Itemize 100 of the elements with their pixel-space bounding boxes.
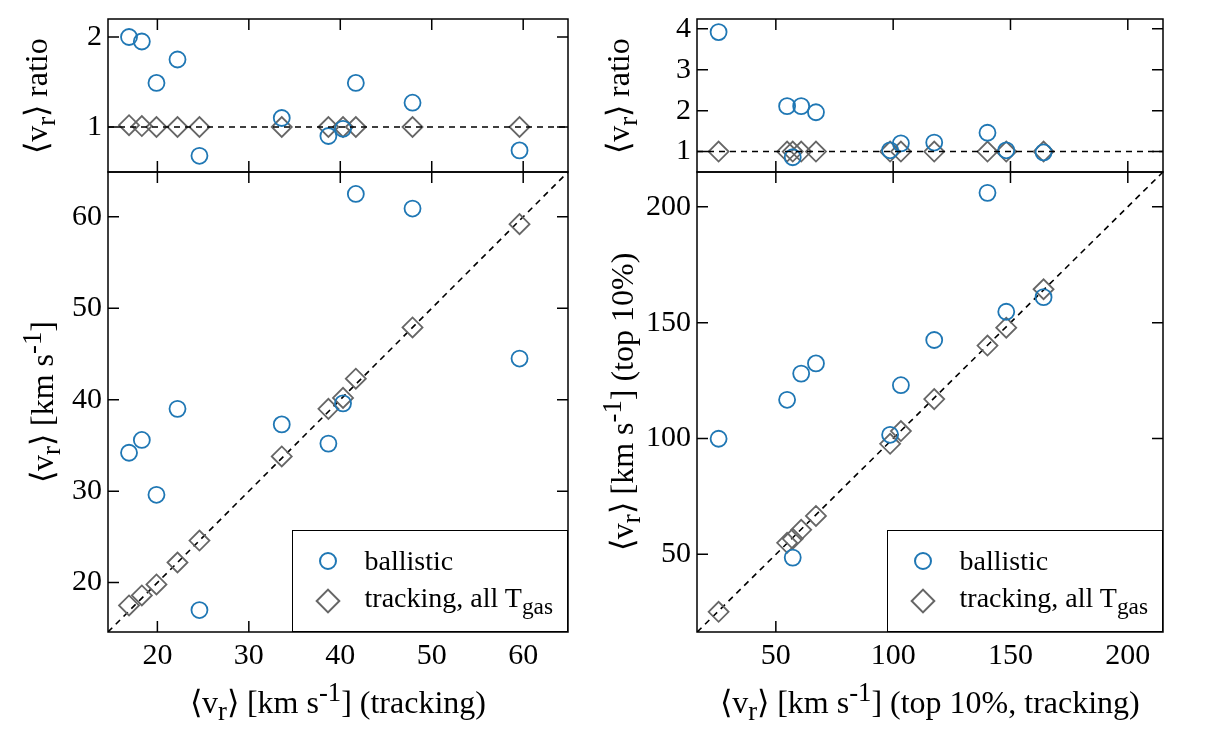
y-tick-label: 40 bbox=[72, 380, 102, 414]
y-tick-label: 20 bbox=[72, 563, 102, 597]
point bbox=[120, 443, 138, 462]
point bbox=[270, 116, 293, 138]
x-tick-label: 100 bbox=[870, 636, 916, 670]
point bbox=[776, 140, 798, 163]
point bbox=[403, 93, 422, 112]
point bbox=[401, 316, 424, 339]
x-tick-label: 200 bbox=[1105, 636, 1151, 670]
point bbox=[120, 28, 138, 46]
y-tick-label: 3 bbox=[676, 50, 691, 84]
point bbox=[807, 354, 825, 373]
y-tick-label: 1 bbox=[676, 132, 691, 166]
point bbox=[805, 140, 827, 163]
y-tick-label: 150 bbox=[646, 303, 691, 337]
point bbox=[168, 50, 187, 69]
point bbox=[346, 185, 365, 203]
point bbox=[976, 140, 999, 163]
y-tick-label: 50 bbox=[72, 289, 102, 323]
point bbox=[781, 527, 804, 550]
point bbox=[778, 390, 796, 409]
point bbox=[890, 420, 912, 442]
point bbox=[272, 415, 291, 434]
point bbox=[892, 376, 910, 395]
x-tick-label: 150 bbox=[987, 636, 1033, 670]
point bbox=[332, 386, 354, 409]
point bbox=[508, 116, 531, 138]
point bbox=[319, 434, 338, 453]
point bbox=[401, 116, 424, 138]
point bbox=[978, 183, 997, 202]
point bbox=[147, 485, 166, 504]
y-tick-label: 60 bbox=[72, 197, 102, 231]
y-tick-label: 200 bbox=[646, 187, 691, 221]
point bbox=[783, 548, 802, 567]
point bbox=[778, 97, 796, 116]
point bbox=[925, 331, 944, 349]
point bbox=[879, 432, 902, 455]
y-tick-label: 1 bbox=[87, 107, 102, 141]
x-tick-label: 20 bbox=[142, 636, 173, 670]
x-axis-title: ⟨v$_{r}$⟩ [km s$^{-1}$] (top 10%, tracking) bbox=[720, 677, 1140, 727]
point bbox=[145, 116, 168, 138]
point bbox=[130, 115, 153, 137]
point bbox=[508, 213, 531, 236]
point bbox=[790, 140, 813, 163]
point bbox=[403, 199, 422, 218]
x-tick-label: 60 bbox=[508, 636, 539, 670]
y-tick-label: 30 bbox=[72, 472, 102, 506]
point bbox=[344, 116, 367, 138]
point bbox=[881, 425, 900, 444]
y-tick-label: 100 bbox=[646, 419, 691, 453]
point bbox=[510, 349, 529, 368]
point bbox=[776, 531, 798, 554]
x-tick-label: 30 bbox=[233, 636, 264, 670]
legend-label: ballistic bbox=[959, 544, 1049, 579]
point bbox=[510, 141, 529, 160]
y-tick-label: 4 bbox=[676, 9, 691, 43]
point bbox=[132, 32, 151, 51]
point bbox=[317, 397, 340, 420]
point bbox=[166, 116, 189, 138]
x-tick-label: 50 bbox=[416, 636, 447, 670]
point bbox=[923, 140, 946, 163]
point bbox=[188, 116, 211, 138]
point bbox=[790, 518, 813, 541]
x-axis-title: ⟨v$_{r}$⟩ [km s$^{-1}$] (tracking) bbox=[190, 677, 486, 727]
point bbox=[132, 431, 151, 449]
legend-label: tracking, all T$_{gas}$ bbox=[364, 581, 553, 621]
point bbox=[805, 505, 827, 527]
point bbox=[190, 146, 209, 165]
point bbox=[145, 573, 168, 596]
legend-label: tracking, all T$_{gas}$ bbox=[959, 581, 1148, 621]
point bbox=[792, 97, 811, 116]
point bbox=[976, 334, 999, 357]
point bbox=[190, 601, 209, 619]
point bbox=[188, 529, 211, 552]
point bbox=[1032, 278, 1055, 301]
y-tick-label: 50 bbox=[661, 535, 691, 569]
x-tick-label: 40 bbox=[325, 636, 356, 670]
point bbox=[118, 114, 140, 137]
point bbox=[923, 388, 946, 410]
point bbox=[707, 140, 730, 163]
point bbox=[1034, 288, 1053, 307]
y-tick-label: 2 bbox=[87, 17, 102, 51]
point bbox=[346, 74, 365, 92]
point bbox=[892, 134, 910, 153]
point bbox=[995, 316, 1018, 339]
point bbox=[270, 445, 293, 468]
point bbox=[317, 116, 340, 138]
point bbox=[709, 429, 728, 448]
point bbox=[925, 133, 944, 152]
point bbox=[168, 399, 187, 418]
point bbox=[709, 23, 728, 41]
legend-label: ballistic bbox=[364, 544, 454, 579]
point bbox=[781, 140, 804, 163]
point bbox=[147, 74, 166, 92]
point bbox=[978, 123, 997, 142]
point bbox=[130, 584, 153, 607]
point bbox=[118, 594, 140, 617]
point bbox=[997, 302, 1016, 321]
point bbox=[890, 140, 912, 163]
point bbox=[807, 103, 825, 122]
